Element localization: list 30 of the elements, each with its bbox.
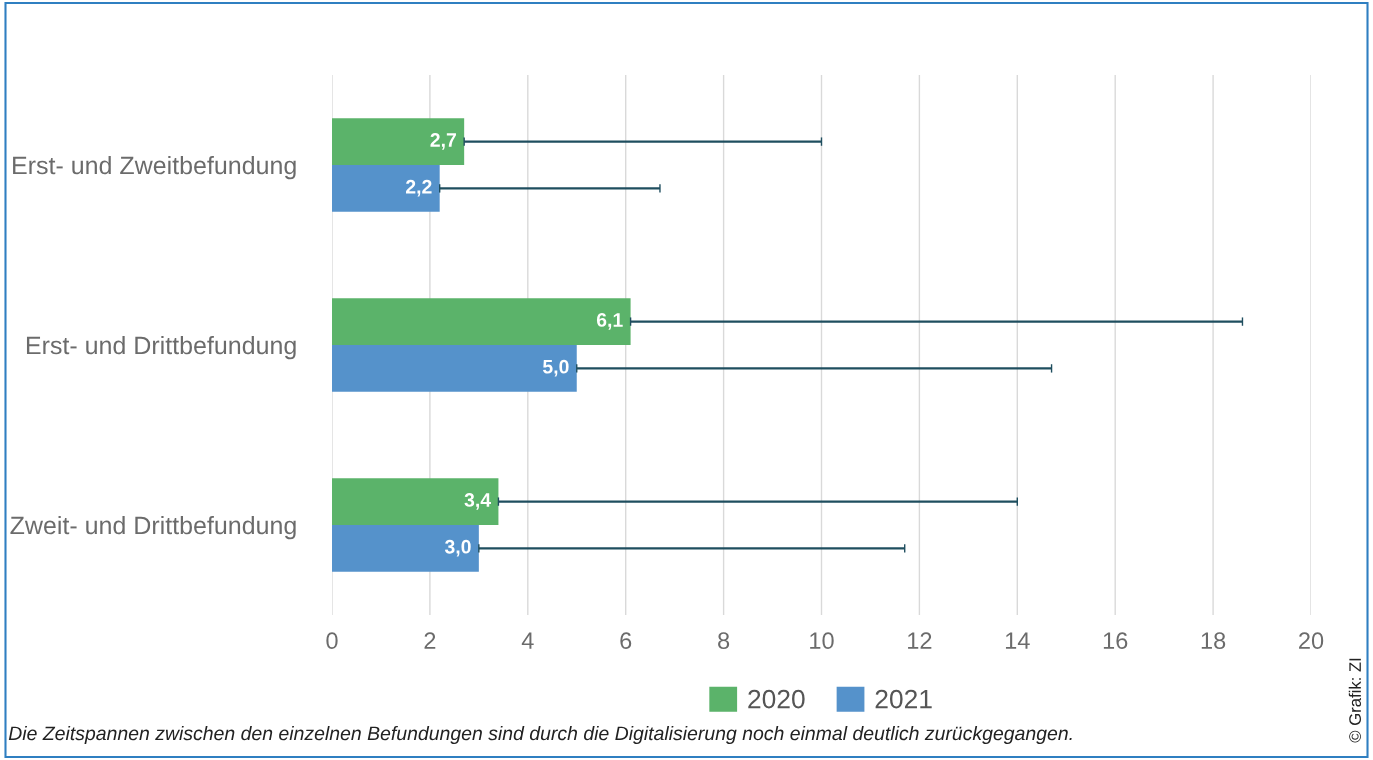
bar	[332, 165, 440, 212]
x-tick-label: 4	[521, 632, 534, 649]
x-tick-label: 2	[424, 632, 436, 649]
data-label: 3,0	[444, 539, 471, 557]
x-tick-label: 20	[1299, 632, 1324, 650]
bar	[332, 478, 499, 525]
y-tick-label: Erst- und Zweitbefundung	[13, 155, 296, 180]
bar	[332, 525, 479, 572]
data-label: 6,1	[596, 313, 623, 330]
bar	[332, 345, 577, 392]
x-tick-label: 16	[1103, 632, 1128, 650]
y-tick-label: Zweit- und Drittbefundung	[10, 515, 296, 540]
data-label: 2,7	[430, 133, 456, 150]
x-tick-label: 14	[1005, 632, 1030, 649]
text: Die Zeitspannen zwischen den einzelnen Befundungen sind durch die Digitalisierung noch einmal deutlich zurückgegangen.	[8, 725, 1072, 745]
bar	[332, 118, 465, 165]
x-tick-label: 10	[810, 632, 834, 650]
legend-label: 2020	[748, 689, 805, 709]
bar	[332, 298, 631, 345]
text: © Grafik: ZI	[1348, 658, 1361, 743]
data-label: 5,0	[542, 359, 569, 377]
x-tick-label: 18	[1201, 632, 1226, 650]
x-tick-label: 6	[620, 632, 632, 650]
x-tick-label: 0	[326, 632, 338, 650]
legend-label: 2021	[875, 689, 932, 709]
x-tick-label: 12	[908, 632, 932, 649]
data-label: 3,4	[464, 493, 491, 510]
y-tick-label: Erst- und Drittbefundung	[26, 335, 296, 360]
x-tick-label: 8	[718, 632, 730, 650]
data-label: 2,2	[405, 179, 432, 197]
